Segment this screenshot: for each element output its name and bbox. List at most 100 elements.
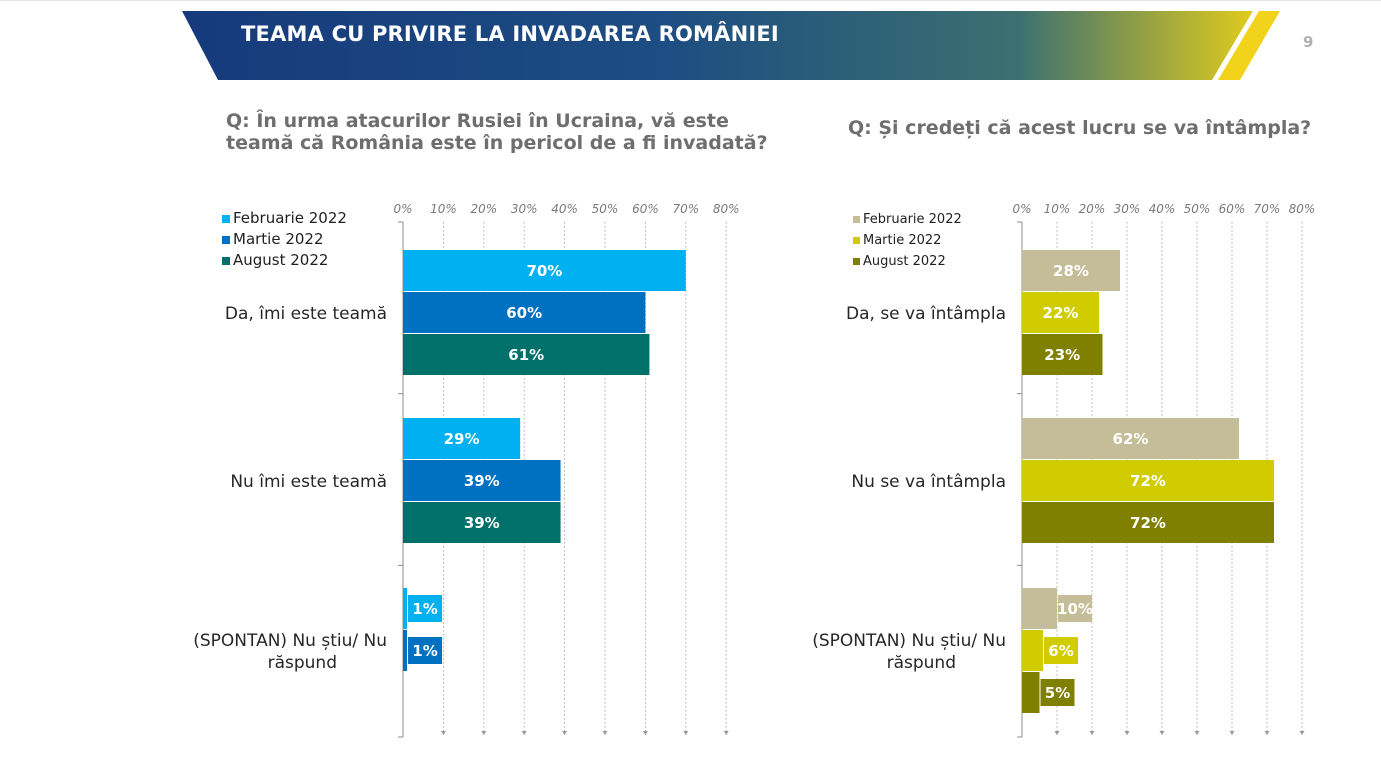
x-tick-label: 20% <box>470 202 497 216</box>
data-label: 1% <box>412 600 437 618</box>
gridline-arrow <box>1229 731 1235 735</box>
legend-swatch <box>853 237 860 244</box>
x-tick-label: 30% <box>511 202 538 216</box>
category-label: Nu îmi este teamă <box>230 472 387 492</box>
chart-1: 0% 10% 20% 30% 40% 50% 60% 70% 80% Februarie 2022… <box>193 202 740 738</box>
data-label: 23% <box>1044 346 1080 364</box>
gridline-arrow <box>683 731 689 735</box>
x-tick-label: 0% <box>393 202 412 216</box>
gridline-arrow <box>1299 731 1305 735</box>
bar <box>403 630 408 671</box>
data-label: 72% <box>1130 472 1166 490</box>
bar <box>403 250 686 291</box>
bar <box>403 418 521 459</box>
gridline-arrow <box>1124 731 1130 735</box>
category-group: (SPONTAN) Nu știu/ Nu răspund 1% 1% <box>193 588 443 673</box>
legend-swatch <box>853 216 860 223</box>
bar <box>403 588 408 629</box>
gridline-arrow <box>642 731 648 735</box>
slide-title: TEAMA CU PRIVIRE LA INVADAREA ROMÂNIEI <box>241 22 779 46</box>
gridline-arrow <box>440 731 446 735</box>
bar <box>1022 588 1057 629</box>
data-label: 28% <box>1053 262 1089 280</box>
gridline-arrow <box>481 731 487 735</box>
x-tick-label: 60% <box>1219 202 1246 216</box>
data-label: 39% <box>464 514 500 532</box>
x-tick-label: 70% <box>672 202 699 216</box>
data-label-box <box>1040 679 1075 706</box>
bar <box>403 502 561 543</box>
category-group: Da, îmi este teamă 70% 60% 61% <box>225 250 686 375</box>
x-tick-labels: 0% 10% 20% 30% 40% 50% 60% 70% 80% <box>393 202 739 216</box>
x-tick-label: 40% <box>1149 202 1176 216</box>
legend-swatch <box>222 236 230 244</box>
category-label: Da, se va întâmpla <box>846 304 1006 324</box>
gridline-arrow <box>1054 731 1060 735</box>
data-label: 60% <box>506 304 542 322</box>
data-label: 62% <box>1113 430 1149 448</box>
legend-swatch <box>222 215 230 223</box>
data-label: 70% <box>526 262 562 280</box>
category-group: Nu se va întâmpla 62% 72% 72% <box>851 418 1274 543</box>
x-tick-label: 80% <box>713 202 740 216</box>
x-tick-label: 70% <box>1254 202 1281 216</box>
data-label: 5% <box>1045 684 1070 702</box>
legend-label: August 2022 <box>863 254 946 269</box>
bar <box>403 334 650 375</box>
x-tick-label: 60% <box>632 202 659 216</box>
gridline-arrow <box>723 731 729 735</box>
x-tick-label: 10% <box>1044 202 1071 216</box>
bar <box>1022 672 1040 713</box>
data-label: 39% <box>464 472 500 490</box>
bar <box>1022 292 1099 333</box>
data-label-box <box>1058 595 1092 622</box>
gridline-arrow <box>562 731 568 735</box>
category-label: Da, îmi este teamă <box>225 304 387 324</box>
data-label: 61% <box>508 346 544 364</box>
question-1: Q: În urma atacurilor Rusiei în Ucraina,… <box>226 110 768 154</box>
gridline-arrow <box>602 731 608 735</box>
legend-label: Februarie 2022 <box>233 209 347 227</box>
x-tick-label: 0% <box>1012 202 1031 216</box>
bar <box>1022 418 1239 459</box>
chart-2: 0% 10% 20% 30% 40% 50% 60% 70% 80% Februarie 2022… <box>812 202 1315 738</box>
bar <box>403 460 561 501</box>
category-group: Da, se va întâmpla 28% 22% 23% <box>846 250 1120 375</box>
data-label-box <box>408 595 443 622</box>
bar <box>1022 460 1274 501</box>
data-label-box <box>408 637 443 664</box>
legend: Februarie 2022 Martie 2022 August 2022 <box>853 212 962 269</box>
x-tick-label: 80% <box>1289 202 1316 216</box>
title-banner <box>182 11 1280 80</box>
category-group: Nu îmi este teamă 29% 39% 39% <box>230 418 561 543</box>
question-2: Q: Și credeți că acest lucru se va întâm… <box>848 117 1312 139</box>
category-label: (SPONTAN) Nu știu/ Nu răspund <box>812 631 1006 673</box>
x-tick-label: 40% <box>551 202 578 216</box>
x-tick-label: 20% <box>1079 202 1106 216</box>
bar <box>1022 630 1043 671</box>
category-label: (SPONTAN) Nu știu/ Nu răspund <box>193 631 387 673</box>
bar <box>1022 502 1274 543</box>
x-tick-label: 50% <box>1184 202 1211 216</box>
x-tick-label: 30% <box>1114 202 1141 216</box>
bar <box>1022 334 1103 375</box>
gridline-arrow <box>1159 731 1165 735</box>
legend: Februarie 2022 Martie 2022 August 2022 <box>222 209 347 269</box>
data-label-box <box>1044 637 1078 664</box>
x-tick-label: 10% <box>430 202 457 216</box>
data-label: 6% <box>1048 642 1073 660</box>
legend-swatch <box>853 258 860 265</box>
legend-label: Martie 2022 <box>863 233 941 248</box>
top-divider <box>0 0 1381 1</box>
category-label: Nu se va întâmpla <box>851 472 1006 492</box>
bar <box>1022 250 1120 291</box>
gridline-arrow <box>1089 731 1095 735</box>
page-number: 9 <box>1303 33 1314 51</box>
gridline-arrow <box>1264 731 1270 735</box>
bar <box>403 292 646 333</box>
category-group: (SPONTAN) Nu știu/ Nu răspund 10% 6% 5% <box>812 588 1093 713</box>
legend-label: Martie 2022 <box>233 230 324 248</box>
x-tick-labels: 0% 10% 20% 30% 40% 50% 60% 70% 80% <box>1012 202 1315 216</box>
legend-swatch <box>222 257 230 265</box>
